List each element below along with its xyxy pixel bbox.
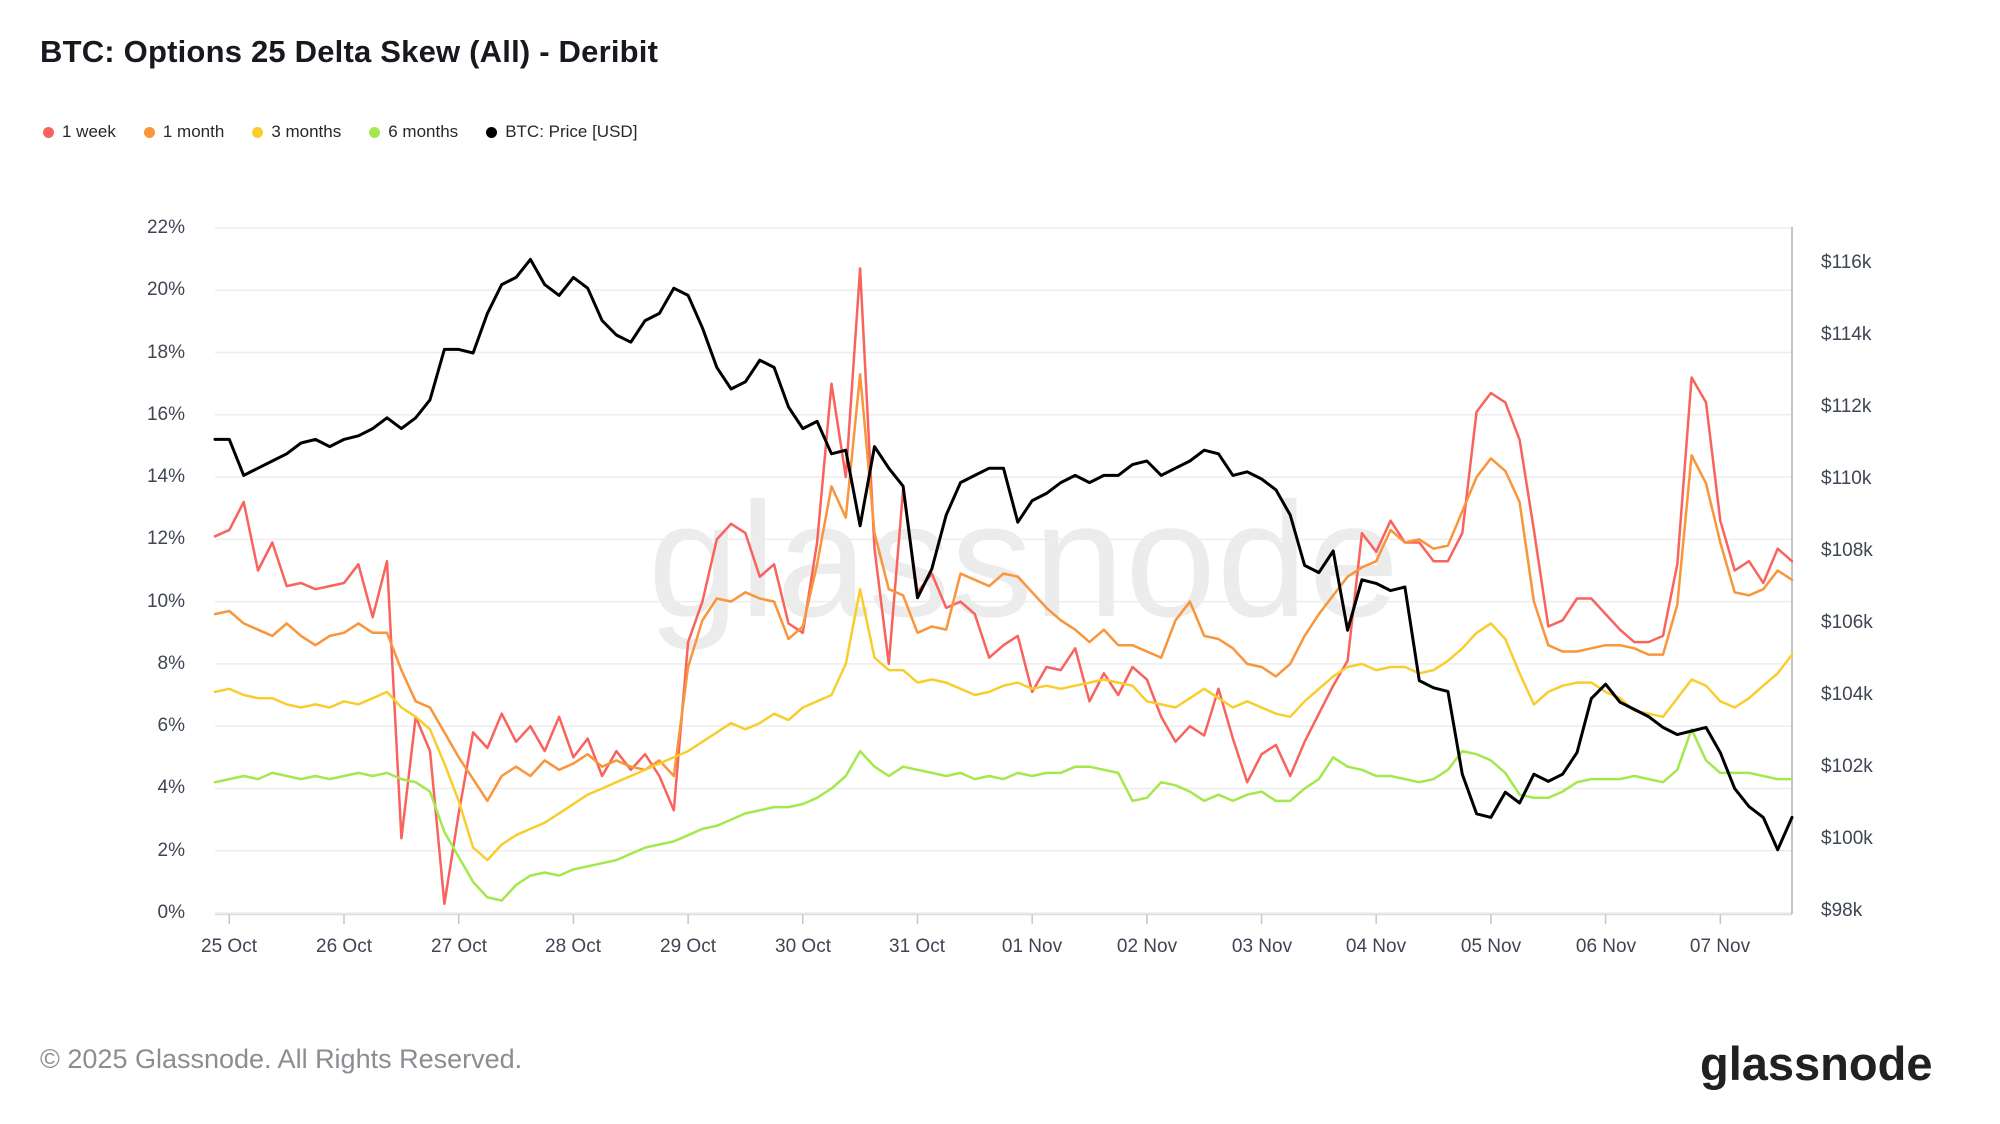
series-line-btc-price-usd-[interactable] [213,257,1794,852]
page-title: BTC: Options 25 Delta Skew (All) - Derib… [40,34,659,69]
legend-dot [143,126,155,138]
glassnode-logo: glassnode [1700,1037,1933,1090]
x-axis-label: 27 Oct [431,936,487,957]
y-left-axis-label: 20% [146,279,185,300]
series-line-3-months[interactable] [213,587,1794,862]
x-axis-label: 05 Nov [1460,936,1522,957]
legend-label: 3 months [271,122,342,141]
y-left-axis-label: 6% [157,715,185,736]
y-left-axis-label: 16% [146,404,185,425]
y-left-axis-label: 0% [157,902,185,923]
y-left-axis-label: 22% [146,217,185,238]
legend-item-3-months[interactable]: 3 months [252,122,341,142]
legend-dot [486,126,498,138]
x-axis-label: 31 Oct [889,936,945,957]
x-axis-label: 02 Nov [1116,936,1178,957]
legend-dot [43,126,54,138]
y-right-axis-label: $106k [1821,612,1873,633]
x-axis-label: 29 Oct [660,936,716,957]
y-right-axis-label: $116k [1821,252,1872,273]
legend-item-6-months[interactable]: 6 months [369,122,458,142]
x-axis-label: 04 Nov [1345,936,1407,957]
legend-label: 1 week [62,122,116,141]
x-axis-label: 26 Oct [316,936,372,957]
y-right-axis-label: $98k [1821,900,1863,921]
copyright-text: © 2025 Glassnode. All Rights Reserved. [40,1044,523,1074]
y-left-axis-label: 18% [146,342,185,363]
y-left-axis-label: 8% [157,653,185,674]
y-left-axis-label: 2% [157,840,185,861]
y-right-axis-label: $112k [1821,396,1872,417]
x-axis-label: 06 Nov [1575,936,1637,957]
y-left-axis-label: 12% [146,528,185,549]
y-right-axis-label: $114k [1821,324,1872,345]
y-right-axis-label: $108k [1821,540,1873,561]
legend-item-1-month[interactable]: 1 month [143,122,225,142]
legend-label: 1 month [162,122,225,141]
series-line-1-week[interactable] [213,267,1794,905]
glassnode-watermark: glassnode [648,468,1401,651]
legend-dot [252,126,264,138]
x-axis-label: 30 Oct [775,936,831,957]
chart-legend: 1 week 1 month 3 months 6 months BTC: Price … [43,122,637,142]
y-right-axis-label: $104k [1821,684,1873,705]
x-axis-label: 01 Nov [1001,936,1063,957]
y-left-axis-label: 4% [157,777,185,798]
x-axis-label: 25 Oct [201,936,257,957]
y-right-axis-label: $102k [1821,756,1873,777]
y-left-axis-label: 14% [146,466,185,487]
y-right-axis-label: $110k [1821,468,1872,489]
y-right-axis-label: $100k [1821,828,1873,849]
series-line-1-month[interactable] [213,373,1794,803]
y-left-axis-label: 10% [146,591,185,612]
legend-item-1-week[interactable]: 1 week [43,122,116,142]
legend-dot [369,126,381,138]
legend-item-btc-price-usd-[interactable]: BTC: Price [USD] [486,122,637,142]
x-axis-label: 07 Nov [1689,936,1751,957]
legend-label: 6 months [388,122,459,141]
x-axis-label: 03 Nov [1231,936,1293,957]
series-line-6-months[interactable] [213,728,1794,902]
legend-label: BTC: Price [USD] [505,122,638,141]
x-axis-label: 28 Oct [545,936,601,957]
